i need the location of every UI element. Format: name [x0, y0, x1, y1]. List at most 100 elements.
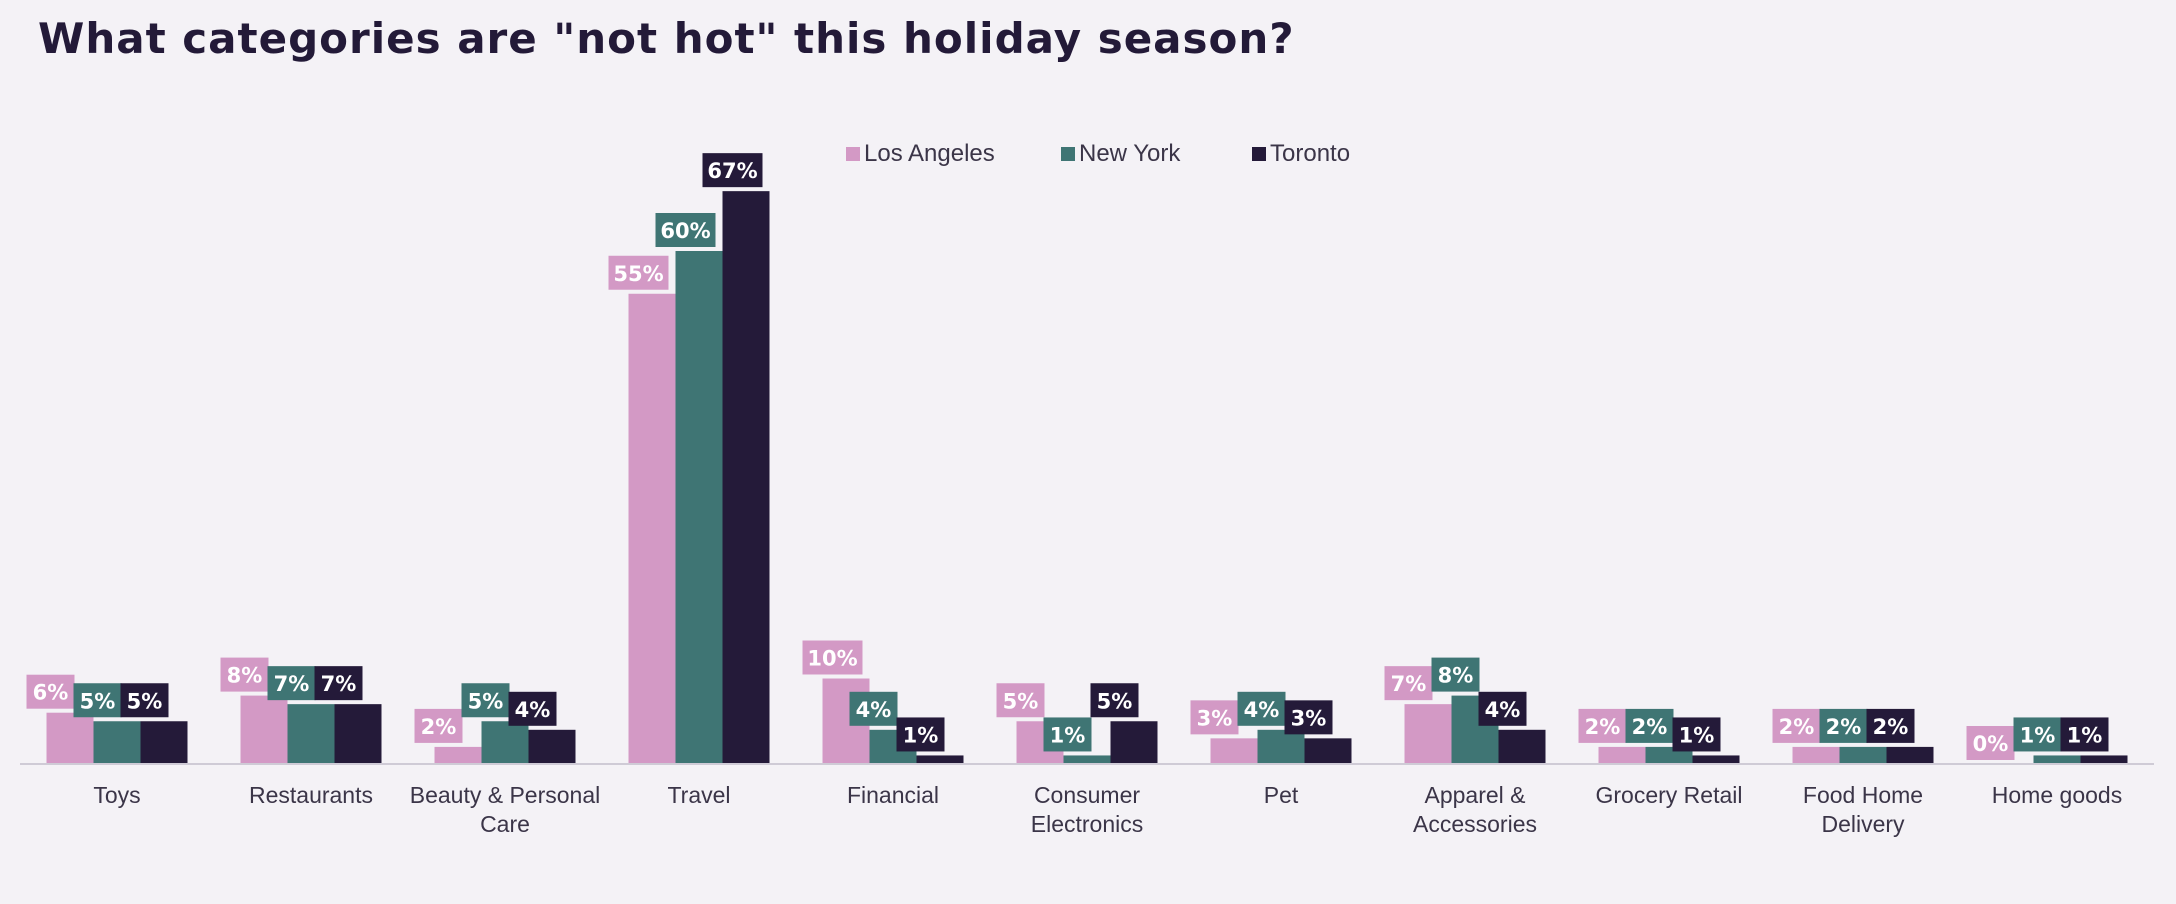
bar-new-york-pet [1257, 729, 1305, 764]
data-label-box [1866, 708, 1915, 743]
category-label-food-home-delivery: Food Home Delivery [1803, 782, 1923, 837]
data-label-box [702, 153, 763, 188]
bar-los-angeles-pet [1210, 738, 1258, 764]
legend-swatch-los-angeles [846, 147, 860, 161]
bar-new-york-travel [675, 251, 723, 764]
bar-toronto-toys [140, 721, 188, 764]
data-label-new-york-travel: 60% [660, 219, 710, 243]
data-label-box [608, 255, 669, 290]
category-label-travel: Travel [667, 782, 730, 808]
data-label-box [1672, 717, 1721, 752]
data-label-new-york-food-home-delivery: 2% [1826, 715, 1862, 739]
data-label-toronto-pet: 3% [1291, 706, 1327, 730]
data-label-toronto-food-home-delivery: 2% [1873, 715, 1909, 739]
bar-toronto-home-goods [2080, 755, 2128, 764]
data-label-box [1090, 683, 1139, 718]
chart-legend: Los Angeles New York Toronto [846, 140, 1350, 167]
data-label-box [73, 683, 122, 718]
data-label-los-angeles-travel: 55% [613, 262, 663, 286]
data-label-box [2060, 717, 2109, 752]
data-label-new-york-restaurants: 7% [274, 672, 310, 696]
data-label-box [996, 683, 1045, 718]
legend-label-los-angeles: Los Angeles [864, 140, 995, 167]
bar-toronto-grocery-retail [1692, 755, 1740, 764]
data-label-new-york-consumer-electronics: 1% [1050, 723, 1086, 747]
bar-new-york-consumer-electronics [1063, 755, 1111, 764]
data-label-box [314, 666, 363, 701]
data-label-toronto-restaurants: 7% [321, 672, 357, 696]
legend-swatch-new-york [1061, 147, 1075, 161]
data-label-box [1625, 708, 1674, 743]
data-label-new-york-grocery-retail: 2% [1632, 715, 1668, 739]
data-label-box [896, 717, 945, 752]
data-label-toronto-financial: 1% [903, 723, 939, 747]
data-label-los-angeles-home-goods: 0% [1973, 732, 2009, 756]
data-label-toronto-grocery-retail: 1% [1679, 723, 1715, 747]
data-label-new-york-toys: 5% [80, 689, 116, 713]
data-label-box [1284, 700, 1333, 735]
data-label-new-york-financial: 4% [856, 698, 892, 722]
bar-los-angeles-beauty-personal-care [434, 746, 482, 764]
data-label-box [461, 683, 510, 718]
data-label-box [1190, 700, 1239, 735]
legend-label-new-york: New York [1079, 140, 1181, 167]
data-label-new-york-pet: 4% [1244, 698, 1280, 722]
bar-los-angeles-food-home-delivery [1792, 746, 1840, 764]
data-label-box [508, 691, 557, 726]
data-label-box [1772, 708, 1821, 743]
data-label-toronto-toys: 5% [127, 689, 163, 713]
category-label-pet: Pet [1264, 782, 1299, 808]
data-label-box [267, 666, 316, 701]
data-label-box [1237, 691, 1286, 726]
bar-los-angeles-apparel-accessories [1404, 704, 1452, 764]
data-label-box [655, 213, 716, 247]
data-label-los-angeles-restaurants: 8% [227, 664, 263, 688]
data-label-toronto-travel: 67% [707, 159, 757, 183]
data-label-box [120, 683, 169, 718]
data-label-new-york-home-goods: 1% [2020, 723, 2056, 747]
data-label-box [802, 640, 863, 675]
category-label-restaurants: Restaurants [249, 782, 373, 808]
data-label-los-angeles-food-home-delivery: 2% [1779, 715, 1815, 739]
data-label-toronto-apparel-accessories: 4% [1485, 698, 1521, 722]
legend-swatch-toronto [1252, 147, 1266, 161]
data-label-box [1478, 691, 1527, 726]
data-label-new-york-beauty-personal-care: 5% [468, 689, 504, 713]
bar-los-angeles-toys [46, 712, 94, 764]
data-label-los-angeles-beauty-personal-care: 2% [421, 715, 457, 739]
bar-los-angeles-travel [628, 293, 676, 764]
data-label-box [849, 691, 898, 726]
data-label-los-angeles-apparel-accessories: 7% [1391, 672, 1427, 696]
bar-toronto-consumer-electronics [1110, 721, 1158, 764]
bar-new-york-home-goods [2033, 755, 2081, 764]
bar-group [46, 191, 2128, 764]
chart-title: What categories are "not hot" this holid… [38, 14, 1295, 63]
bar-new-york-food-home-delivery [1839, 746, 1887, 764]
category-label-financial: Financial [847, 782, 939, 808]
data-label-box [1431, 657, 1480, 692]
data-label-toronto-consumer-electronics: 5% [1097, 689, 1133, 713]
data-label-box [414, 708, 463, 743]
bar-toronto-beauty-personal-care [528, 729, 576, 764]
category-label-group: Toys Restaurants Beauty & Personal Care Trav… [93, 782, 2122, 837]
category-label-beauty-personal-care: Beauty & Personal Care [410, 782, 601, 837]
data-label-box [220, 657, 269, 692]
data-label-box [1384, 666, 1433, 701]
bar-toronto-financial [916, 755, 964, 764]
bar-los-angeles-restaurants [240, 695, 288, 764]
data-label-los-angeles-financial: 10% [807, 647, 857, 671]
bar-toronto-travel [722, 191, 770, 764]
data-label-box [26, 674, 75, 709]
data-label-los-angeles-grocery-retail: 2% [1585, 715, 1621, 739]
bar-toronto-apparel-accessories [1498, 729, 1546, 764]
category-label-consumer-electronics: Consumer Electronics [1031, 782, 1143, 837]
data-label-toronto-beauty-personal-care: 4% [515, 698, 551, 722]
data-label-box [1966, 726, 2015, 760]
bar-toronto-food-home-delivery [1886, 746, 1934, 764]
data-label-box [1578, 708, 1627, 743]
bar-toronto-pet [1304, 738, 1352, 764]
bar-los-angeles-grocery-retail [1598, 746, 1646, 764]
data-label-los-angeles-pet: 3% [1197, 706, 1233, 730]
data-label-los-angeles-toys: 6% [33, 681, 69, 705]
